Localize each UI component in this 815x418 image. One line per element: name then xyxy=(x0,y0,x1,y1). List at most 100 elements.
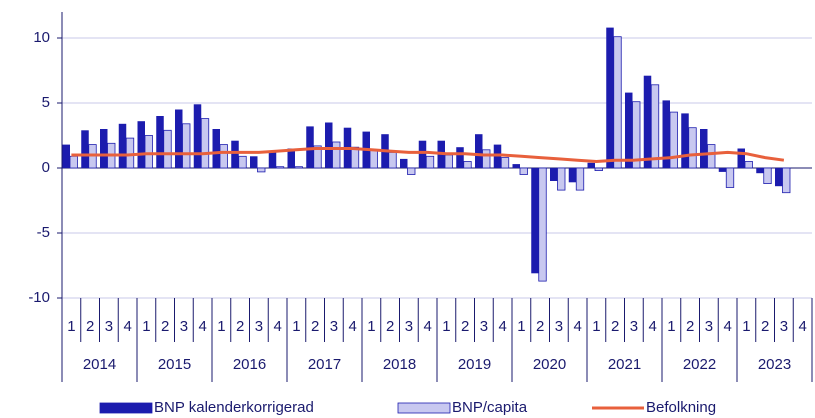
bar xyxy=(118,123,127,168)
x-tick-label: 3 xyxy=(705,318,713,335)
bar xyxy=(193,104,202,168)
bar xyxy=(550,168,558,181)
group-label: 2015 xyxy=(158,356,191,373)
x-tick-label: 4 xyxy=(648,318,656,335)
x-tick-label: 1 xyxy=(217,318,225,335)
x-tick-label: 4 xyxy=(723,318,731,335)
bar xyxy=(725,167,735,188)
bar xyxy=(613,36,622,169)
x-tick-label: 3 xyxy=(780,318,788,335)
bar xyxy=(238,155,247,169)
bar xyxy=(531,168,539,274)
x-tick-label: 4 xyxy=(498,318,506,335)
x-tick-label: 1 xyxy=(442,318,450,335)
bar xyxy=(669,111,678,169)
bar xyxy=(775,168,783,187)
x-tick-label: 3 xyxy=(105,318,113,335)
x-tick-label: 3 xyxy=(405,318,413,335)
bar xyxy=(425,155,435,169)
group-label: 2019 xyxy=(458,356,491,373)
y-tick-label: -10 xyxy=(28,289,50,306)
bar xyxy=(763,167,772,184)
x-tick-label: 1 xyxy=(742,318,750,335)
bar xyxy=(444,154,453,169)
bar xyxy=(212,129,220,168)
x-tick-label: 2 xyxy=(161,318,169,335)
x-tick-label: 4 xyxy=(198,318,206,335)
bar xyxy=(662,100,670,168)
x-tick-label: 3 xyxy=(480,318,488,335)
bar xyxy=(250,156,258,168)
bar xyxy=(707,144,716,169)
bar xyxy=(268,151,277,168)
legend-swatch xyxy=(99,402,153,414)
x-tick-label: 1 xyxy=(517,318,525,335)
bar xyxy=(325,122,333,168)
line xyxy=(71,147,785,164)
bar xyxy=(737,148,745,168)
x-tick-label: 4 xyxy=(423,318,431,335)
bar xyxy=(587,162,595,168)
bar xyxy=(125,137,135,169)
bar xyxy=(294,166,303,169)
bar xyxy=(275,166,285,169)
x-tick-label: 3 xyxy=(630,318,638,335)
bar xyxy=(463,161,472,169)
legend-swatch xyxy=(397,402,451,414)
x-tick-label: 3 xyxy=(555,318,563,335)
x-tick-label: 1 xyxy=(67,318,75,335)
bar xyxy=(144,135,153,169)
bar xyxy=(287,148,295,168)
bar xyxy=(313,145,322,169)
bar xyxy=(306,126,314,168)
x-tick-label: 1 xyxy=(142,318,150,335)
x-tick-label: 4 xyxy=(573,318,581,335)
bar xyxy=(407,167,416,175)
bar xyxy=(418,140,427,168)
bar xyxy=(681,113,689,168)
x-tick-label: 2 xyxy=(311,318,319,335)
legend-label: Befolkning xyxy=(646,399,716,416)
x-tick-label: 3 xyxy=(180,318,188,335)
x-tick-label: 2 xyxy=(461,318,469,335)
bar xyxy=(81,130,89,168)
bar xyxy=(332,141,341,169)
x-tick-label: 2 xyxy=(386,318,394,335)
bar xyxy=(568,168,577,183)
y-tick-label: 5 xyxy=(42,94,50,111)
bar xyxy=(700,129,708,168)
bar xyxy=(400,158,408,168)
y-tick-label: 0 xyxy=(42,159,50,176)
y-tick-label: 10 xyxy=(33,29,50,46)
group-label: 2018 xyxy=(383,356,416,373)
x-tick-label: 4 xyxy=(348,318,356,335)
bar xyxy=(744,161,753,169)
bar xyxy=(100,129,108,168)
bar xyxy=(643,75,652,168)
x-tick-label: 4 xyxy=(273,318,281,335)
y-tick-label: -5 xyxy=(37,224,50,241)
x-tick-label: 2 xyxy=(761,318,769,335)
bar xyxy=(369,149,378,169)
group-label: 2020 xyxy=(533,356,566,373)
bar xyxy=(456,147,464,168)
bar xyxy=(512,164,520,168)
bar xyxy=(175,109,183,168)
x-tick-label: 2 xyxy=(611,318,619,335)
bar xyxy=(163,129,172,169)
x-tick-label: 3 xyxy=(255,318,263,335)
bar xyxy=(69,155,78,169)
legend-label: BNP kalenderkorrigerad xyxy=(154,399,314,416)
group-label: 2021 xyxy=(608,356,641,373)
bar xyxy=(388,151,397,169)
x-tick-label: 3 xyxy=(330,318,338,335)
bar xyxy=(482,149,491,169)
x-tick-label: 2 xyxy=(686,318,694,335)
bar xyxy=(632,101,641,169)
x-tick-label: 1 xyxy=(367,318,375,335)
bar xyxy=(156,116,164,168)
group-label: 2022 xyxy=(683,356,716,373)
bar xyxy=(137,121,145,168)
legend-label: BNP/capita xyxy=(452,399,528,416)
